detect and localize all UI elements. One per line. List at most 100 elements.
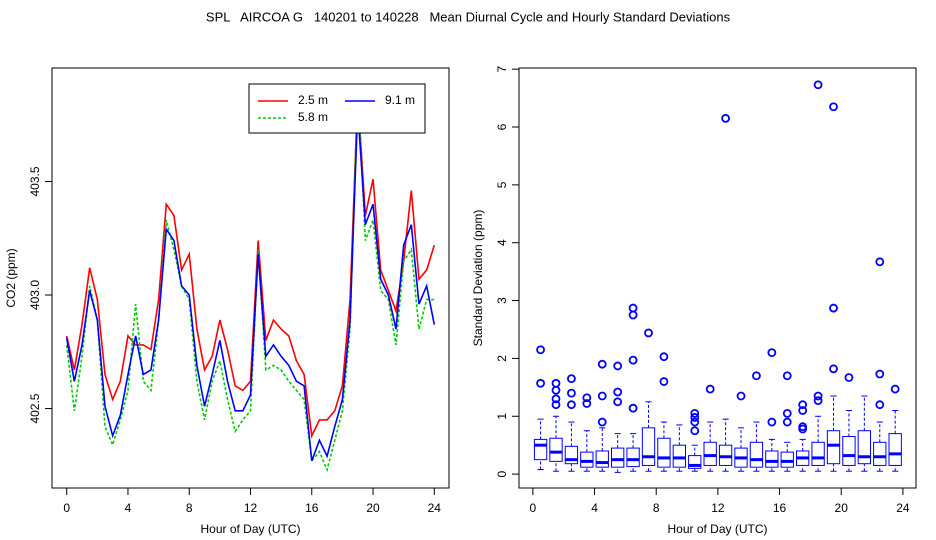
box xyxy=(580,451,594,468)
outlier xyxy=(798,400,808,410)
box xyxy=(857,430,872,465)
outlier xyxy=(890,384,900,394)
box xyxy=(672,444,687,468)
series-line xyxy=(65,83,435,473)
x-tick-label: 12 xyxy=(244,501,258,515)
y-tick-label: 402.5 xyxy=(28,393,42,423)
outlier xyxy=(613,387,623,397)
outlier xyxy=(844,373,854,382)
box xyxy=(657,437,671,468)
outlier xyxy=(690,426,700,436)
x-tick-label: 20 xyxy=(366,501,380,515)
outlier xyxy=(551,378,561,388)
outlier xyxy=(551,385,561,395)
outlier xyxy=(567,400,576,410)
outlier xyxy=(875,369,885,379)
outlier xyxy=(659,377,669,386)
outlier xyxy=(813,391,823,401)
box xyxy=(811,441,825,466)
outlier xyxy=(597,417,607,427)
box xyxy=(873,441,887,466)
box xyxy=(611,447,625,468)
outlier xyxy=(690,408,700,418)
box xyxy=(826,430,841,465)
outlier xyxy=(582,399,592,408)
figure-title: SPL AIRCOA G 140201 to 140228 Mean Diurn… xyxy=(206,9,731,24)
y-tick-label: 1 xyxy=(495,413,509,420)
outlier xyxy=(875,400,885,410)
legend-label: 2.5 m xyxy=(298,93,328,107)
y-tick-label: 5 xyxy=(495,181,509,188)
outlier xyxy=(782,417,792,427)
outlier xyxy=(613,361,623,371)
outlier xyxy=(767,417,777,427)
y-tick-label: 403.5 xyxy=(28,166,42,196)
series-line xyxy=(65,108,436,462)
outlier xyxy=(813,80,823,90)
outlier xyxy=(798,406,808,415)
box xyxy=(641,427,656,466)
outlier xyxy=(782,408,792,418)
outlier xyxy=(829,102,838,112)
outlier xyxy=(597,359,607,369)
outlier xyxy=(690,413,700,422)
y-tick-label: 403.0 xyxy=(28,280,42,310)
box xyxy=(703,441,717,466)
outlier xyxy=(582,393,592,403)
outlier xyxy=(628,403,638,413)
y-tick-label: 2 xyxy=(495,355,509,362)
outlier xyxy=(551,394,561,404)
outlier xyxy=(782,371,792,381)
y-tick-label: 3 xyxy=(495,297,509,304)
box xyxy=(765,450,779,468)
outlier xyxy=(829,364,838,374)
outlier xyxy=(752,371,761,381)
legend-label: 5.8 m xyxy=(298,110,328,124)
outlier xyxy=(875,257,885,267)
plot-frame xyxy=(518,67,917,489)
x-axis-label: Hour of Day (UTC) xyxy=(667,522,767,536)
outlier xyxy=(721,113,730,123)
legend-box xyxy=(248,83,426,134)
y-axis-label: CO2 (ppm) xyxy=(4,248,18,307)
box xyxy=(595,450,609,468)
x-tick-label: 24 xyxy=(896,501,910,515)
x-tick-label: 12 xyxy=(711,501,725,515)
box xyxy=(842,436,856,466)
outlier xyxy=(567,374,576,384)
box xyxy=(749,441,764,468)
outlier xyxy=(659,352,669,362)
x-axis-label: Hour of Day (UTC) xyxy=(200,522,300,536)
y-tick-label: 7 xyxy=(495,66,509,73)
outlier xyxy=(628,303,638,313)
outlier xyxy=(767,348,777,358)
box xyxy=(888,433,902,466)
outlier xyxy=(690,417,700,427)
y-axis-label: Standard Deviation (ppm) xyxy=(471,210,485,347)
outlier xyxy=(705,384,715,394)
legend-label: 9.1 m xyxy=(385,93,415,107)
outlier xyxy=(736,391,746,401)
y-tick-label: 4 xyxy=(495,239,509,246)
outlier xyxy=(597,391,607,401)
box xyxy=(780,451,794,468)
x-tick-label: 4 xyxy=(591,501,598,515)
outlier xyxy=(536,345,545,355)
outlier xyxy=(798,422,808,432)
box xyxy=(626,447,640,468)
outlier xyxy=(567,388,576,398)
y-tick-label: 0 xyxy=(495,470,509,477)
outlier xyxy=(536,378,545,388)
outlier xyxy=(644,328,653,338)
x-tick-label: 16 xyxy=(773,501,787,515)
x-tick-label: 20 xyxy=(835,501,849,515)
x-tick-label: 0 xyxy=(530,501,537,515)
y-tick-label: 6 xyxy=(495,123,509,130)
x-tick-label: 16 xyxy=(305,501,319,515)
x-tick-label: 4 xyxy=(125,501,132,515)
outlier xyxy=(551,400,561,410)
x-tick-label: 8 xyxy=(653,501,660,515)
outlier xyxy=(628,355,638,365)
